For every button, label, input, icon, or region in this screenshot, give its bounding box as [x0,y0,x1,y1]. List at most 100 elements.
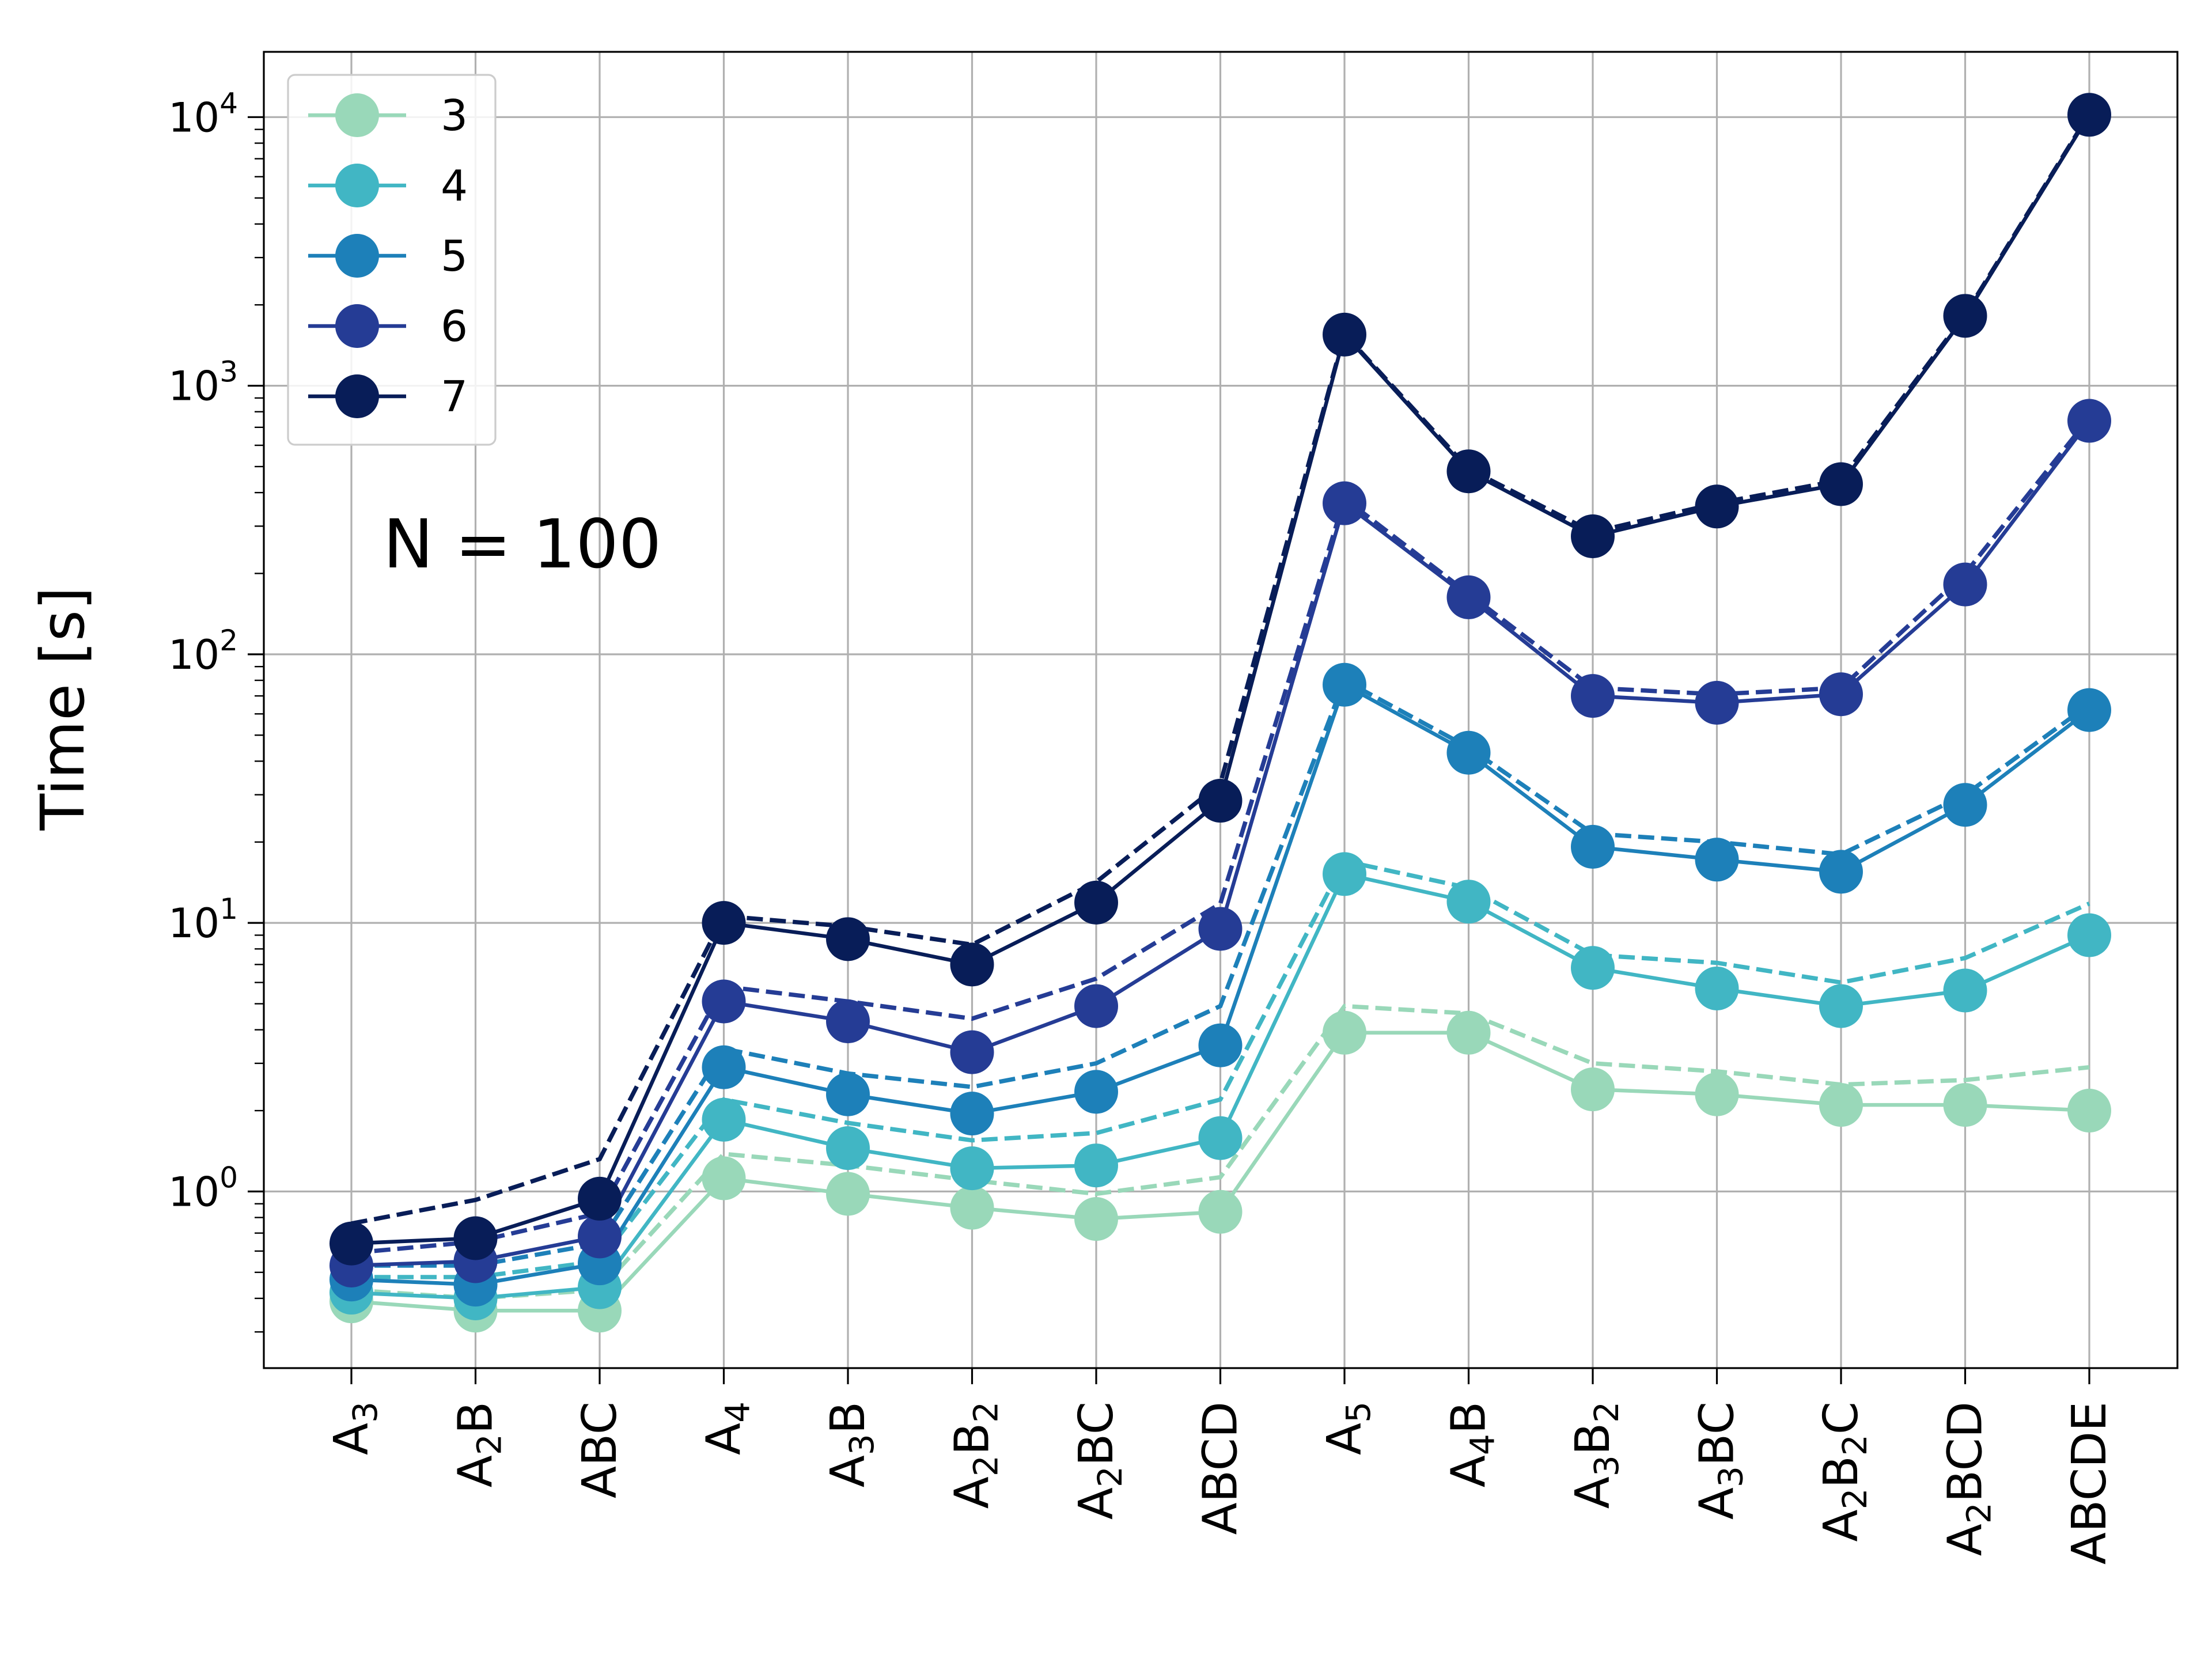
y-tick-label: 101 [168,892,238,947]
series-5-point [2067,688,2111,732]
series-7-point [702,901,746,945]
legend-box [287,74,497,446]
legend-label: 5 [441,232,468,281]
y-tick-label: 102 [168,624,238,679]
series-7-point [1943,294,1987,338]
series-7-point [1819,462,1863,506]
x-tick-label: ABC [573,1402,627,1498]
series-7 [329,93,2111,1266]
series-6-point [1943,562,1987,607]
series-4-point [1198,1116,1243,1160]
series-6-point [2067,399,2111,443]
series-4-point [1446,880,1491,924]
series-7-point [1695,484,1739,529]
series-3-point [826,1172,870,1216]
series-6-point [1571,674,1615,718]
series-6-point [1198,907,1243,951]
series-3-point [702,1156,746,1200]
series-4-point [826,1126,870,1171]
x-tick-label: ABCD [1194,1402,1248,1535]
series-3-point [1943,1083,1987,1127]
series-5-point [1571,825,1615,869]
series-4-point [950,1146,994,1191]
series-4-point [2067,913,2111,957]
y-tick-label: 100 [168,1161,238,1215]
series-7-point [329,1221,373,1266]
legend-marker [335,93,379,137]
legend-marker [335,374,379,418]
legend-label: 3 [441,91,468,141]
y-tick-label: 103 [168,355,238,410]
series-7-point [1571,514,1615,559]
series-5-dashed-line [351,677,2091,1268]
legend-marker [335,304,379,348]
series-7-point [1198,779,1243,823]
series-5-point [826,1072,870,1116]
series-6-point [1819,672,1863,717]
series-7-point [453,1216,498,1260]
series-7-point [1446,449,1491,494]
x-tick-label: A4B [1442,1402,1502,1487]
legend-label: 6 [441,302,468,351]
series-5-point [702,1045,746,1089]
x-tick-label: A3B2 [1566,1402,1626,1509]
x-tick-label: A2B2C [1814,1402,1874,1541]
series-6-dashed-line [351,416,2091,1255]
series-4-point [1074,1143,1118,1188]
x-tick-label: A3B [821,1402,881,1487]
series-4-point [1571,946,1615,990]
series-3-point [1323,1010,1366,1055]
legend-marker [335,234,379,278]
x-tick-label: A3 [324,1402,385,1455]
series-6-point [950,1030,994,1074]
series-7-dashed-line [351,112,2092,1226]
series-6-point [1695,680,1739,725]
series-5-point [950,1092,994,1136]
y-axis-ticks: 100 101 102 103 104 [168,86,264,1215]
legend: 3 4 5 6 7 [287,74,497,446]
x-tick-label: A2BC [1069,1402,1130,1520]
n-annotation: N = 100 [383,505,661,584]
series-4-point [1943,968,1987,1013]
series-6-point [1446,575,1491,619]
series-6-point [1074,984,1118,1028]
x-tick-label: ABCDE [2062,1402,2117,1565]
series-3-point [1198,1190,1243,1234]
series-layer [329,93,2111,1333]
series-5-point [1695,838,1739,882]
x-tick-label: A3BC [1690,1402,1751,1520]
y-tick-label: 104 [168,86,238,141]
series-5-point [1819,850,1863,894]
series-4-dashed-line [351,858,2090,1279]
series-7-point [1323,312,1366,357]
series-5-point [1198,1023,1243,1067]
x-tick-label: A2B2 [945,1402,1006,1509]
legend-marker [335,164,379,207]
series-5 [329,662,2111,1307]
series-3-dashed-line [351,1003,2090,1301]
x-tick-label: A2BCD [1938,1402,1999,1556]
series-3-point [950,1185,994,1230]
y-axis-label: Time [s] [28,587,98,831]
series-3 [329,1003,2111,1333]
series-5-point [1323,662,1366,707]
series-6-point [1323,481,1366,525]
series-3-point [1819,1083,1863,1127]
series-5-point [1074,1070,1118,1114]
series-7-point [950,942,994,987]
series-3-point [1571,1067,1615,1112]
legend-label: 7 [441,372,468,422]
series-6-point [578,1214,622,1259]
series-6-point [826,999,870,1044]
x-axis-ticks: A3 A2B ABC A4 A3B A2B2 A2BC ABCD A5 A4B A3B2 A3BC A2… [324,1368,2117,1565]
series-7-point [2067,93,2111,137]
series-3-point [1446,1010,1491,1055]
series-5-point [1943,783,1987,827]
x-tick-label: A5 [1317,1402,1378,1455]
series-3-point [1695,1072,1739,1116]
series-7-point [578,1176,622,1221]
series-5-point [1446,730,1491,775]
series-4-point [1819,984,1863,1028]
series-7-point [826,917,870,961]
